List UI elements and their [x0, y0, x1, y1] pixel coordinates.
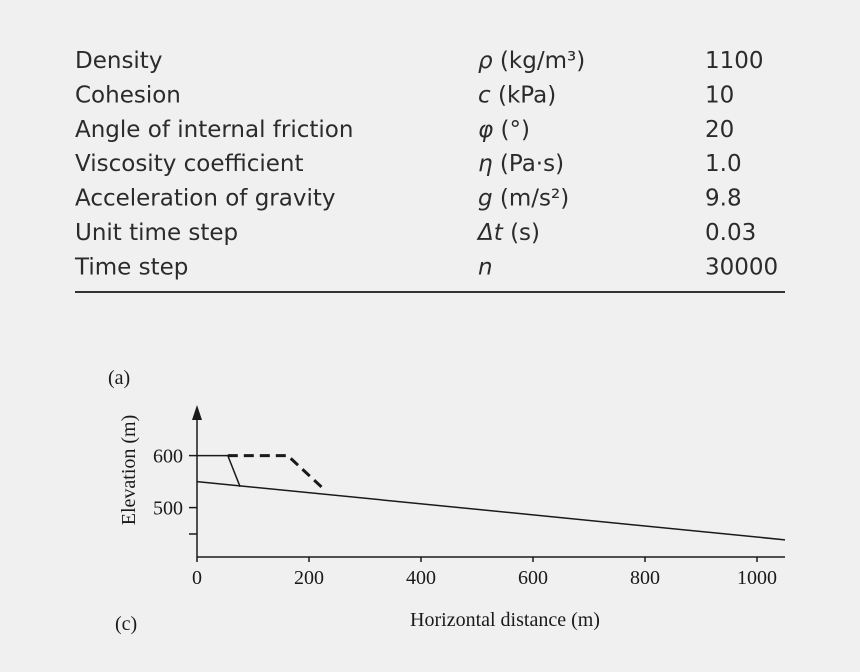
unit: (kg/m³): [500, 48, 585, 74]
parameter-name: Viscosity coefficient: [75, 151, 304, 177]
symbol: φ: [478, 117, 493, 143]
parameter-value: 0.03: [705, 220, 756, 246]
symbol-cell: c (kPa): [478, 82, 556, 108]
parameter-name: Density: [75, 48, 162, 74]
parameter-name: Unit time step: [75, 220, 238, 246]
x-tick-label: 0: [192, 567, 202, 589]
symbol: Δt: [476, 220, 504, 246]
line: [196, 480, 786, 541]
unit: (s): [510, 220, 540, 246]
symbol-cell: φ (°): [478, 117, 530, 143]
x-tick-label: 400: [406, 567, 436, 589]
symbol-cell: ρ (kg/m³): [478, 48, 585, 74]
panel-label: (a): [108, 367, 130, 389]
x-tick-label: 200: [294, 567, 324, 589]
y-axis-label: Elevation (m): [118, 415, 140, 526]
unit: (Pa·s): [500, 151, 564, 177]
parameter-name: Cohesion: [75, 82, 181, 108]
y-tick-label: 600: [153, 446, 183, 468]
parameter-value: 10: [705, 82, 734, 108]
symbol: n: [478, 254, 493, 280]
parameter-value: 1.0: [705, 151, 742, 177]
y-tick-label: 500: [153, 498, 183, 520]
x-tick-label: 600: [518, 567, 548, 589]
parameter-value: 9.8: [705, 186, 742, 212]
parameter-name: Angle of internal friction: [75, 117, 353, 143]
line: [227, 454, 327, 492]
parameter-value: 20: [705, 117, 734, 143]
symbol-cell: n: [478, 254, 493, 280]
caption-label: (c): [115, 613, 137, 635]
symbol: η: [478, 151, 493, 177]
axis-arrow: [192, 405, 202, 420]
x-axis-label: Horizontal distance (m): [410, 609, 600, 631]
parameter-value: 30000: [705, 254, 778, 280]
symbol-cell: Δt (s): [476, 220, 540, 246]
unit: (m/s²): [500, 186, 569, 212]
unit: (°): [501, 117, 530, 143]
unit: (kPa): [498, 82, 556, 108]
parameter-value: 1100: [705, 48, 764, 74]
symbol: g: [478, 186, 493, 212]
parameter-name: Acceleration of gravity: [75, 186, 336, 212]
x-tick-label: 800: [630, 567, 660, 589]
parameter-name: Time step: [74, 254, 188, 280]
x-tick-label: 1000: [737, 567, 777, 589]
symbol-cell: g (m/s²): [478, 186, 569, 212]
symbol: ρ: [478, 48, 493, 74]
symbol: c: [478, 82, 491, 108]
symbol-cell: η (Pa·s): [478, 151, 564, 177]
